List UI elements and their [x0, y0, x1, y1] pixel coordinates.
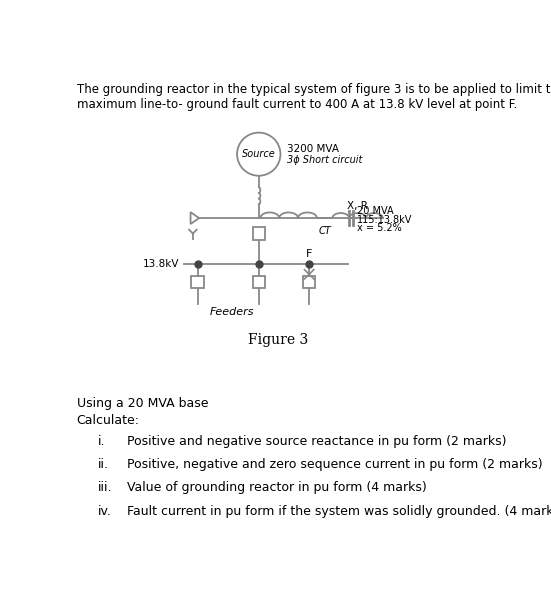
Text: iii.: iii.: [98, 481, 113, 494]
Text: ii.: ii.: [98, 458, 109, 471]
Text: Positive, negative and zero sequence current in pu form (2 marks): Positive, negative and zero sequence cur…: [127, 458, 543, 471]
Bar: [252, 276, 265, 288]
Text: Using a 20 MVA base: Using a 20 MVA base: [77, 397, 208, 410]
Bar: [252, 227, 265, 240]
Text: i.: i.: [98, 435, 106, 448]
Text: 13.8kV: 13.8kV: [143, 259, 180, 269]
Text: 20 MVA: 20 MVA: [357, 206, 394, 216]
Text: Positive and negative source reactance in pu form (2 marks): Positive and negative source reactance i…: [127, 435, 506, 448]
Text: Source: Source: [242, 149, 276, 159]
Text: 115:13.8kV: 115:13.8kV: [357, 214, 413, 225]
Text: 3ϕ Short circuit: 3ϕ Short circuit: [287, 155, 362, 166]
Text: X, R: X, R: [347, 201, 368, 211]
Text: Value of grounding reactor in pu form (4 marks): Value of grounding reactor in pu form (4…: [127, 481, 427, 494]
Text: Feeders: Feeders: [210, 307, 254, 316]
Text: x = 5.2%: x = 5.2%: [357, 223, 402, 233]
Text: maximum line-to- ground fault current to 400 A at 13.8 kV level at point F.: maximum line-to- ground fault current to…: [77, 98, 517, 111]
Text: F: F: [306, 249, 312, 259]
Text: iv.: iv.: [98, 505, 112, 518]
Text: Figure 3: Figure 3: [248, 333, 308, 347]
Text: Fault current in pu form if the system was solidly grounded. (4 marks): Fault current in pu form if the system w…: [127, 505, 551, 518]
Text: The grounding reactor in the typical system of figure 3 is to be applied to limi: The grounding reactor in the typical sys…: [77, 82, 551, 95]
Text: 3200 MVA: 3200 MVA: [287, 144, 339, 154]
Bar: [191, 276, 204, 288]
Text: CT: CT: [318, 226, 331, 236]
Text: Calculate:: Calculate:: [77, 414, 139, 426]
Bar: [303, 276, 315, 288]
